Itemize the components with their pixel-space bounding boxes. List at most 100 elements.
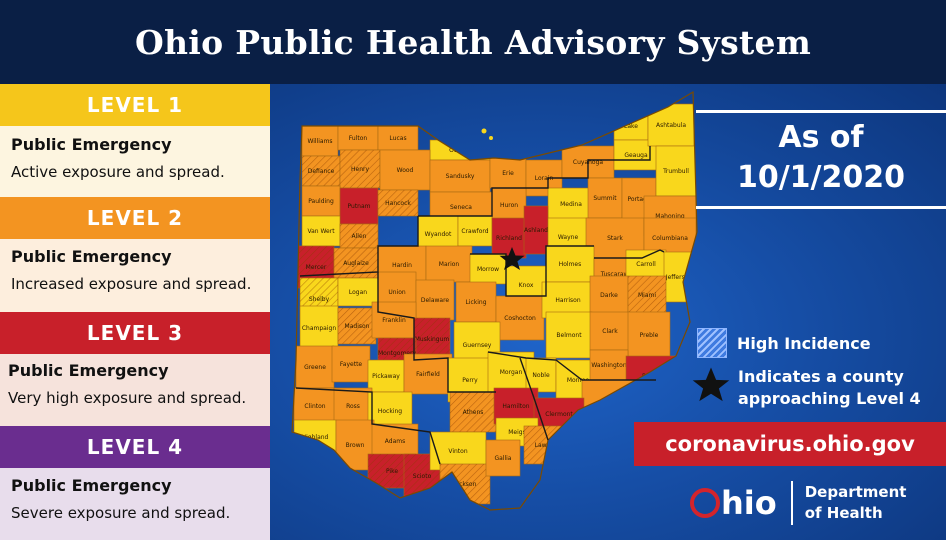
county-label: Vinton [448,448,467,455]
high-incidence-hatch [338,308,376,344]
logo-divider [790,481,793,525]
county-allen: Allen [339,223,379,249]
county-shape [337,125,379,151]
level-3-description: Public Emergency Very high exposure and … [0,354,270,426]
county-ashtabula: Ashtabula [647,103,695,147]
county-label: Union [388,289,406,296]
county-carroll: Carroll [625,249,667,279]
county-label: Richland [496,235,522,242]
county-medina: Medina [547,187,595,221]
county-logan: Logan [337,277,379,307]
county-shape [429,139,491,161]
high-incidence-key: High Incidence [697,328,871,358]
county-label: Ross [346,403,360,410]
level-1-heading: Public Emergency [11,135,172,154]
county-label: Scioto [413,473,432,480]
level-2-band: LEVEL 2 [0,197,270,239]
county-label: Warren [608,397,630,404]
county-summit: Summit [587,177,623,219]
county-miami: Miami [627,275,667,315]
county-label: Mercer [306,264,327,271]
region-boundary-line [377,272,496,393]
level-3-label: LEVEL 3 [86,321,184,345]
county-shape [429,159,491,193]
county-licking: Licking [455,281,497,323]
region-boundary-line [470,245,594,297]
region-boundary-line [418,146,651,217]
county-label: Perry [462,377,478,384]
county-pickaway: Pickaway [367,359,405,393]
approaching-level-4-star-icon [499,247,525,270]
county-shape [525,357,557,393]
level-3-text: Very high exposure and spread. [8,389,247,407]
county-delaware: Delaware [415,279,455,321]
website-link[interactable]: coronavirus.ohio.gov [634,422,946,466]
county-shape [625,355,677,397]
county-label: Lawrence [535,442,564,449]
county-van-wert: Van Wert [301,215,341,247]
county-shape [455,281,497,323]
county-label: Medina [560,201,582,208]
county-shape [523,205,549,255]
star-icon [692,367,730,402]
lake-erie-island [489,136,493,140]
county-label: Licking [465,299,486,306]
star-key: Indicates a county approaching Level 4 [692,366,921,410]
county-label: Jefferson [665,274,693,281]
county-label: Clinton [304,403,325,410]
ohio-wordmark: hio [690,484,777,522]
county-label: Morrow [477,266,499,273]
county-shape [379,149,431,191]
county-label: Noble [532,372,550,379]
high-incidence-hatch [340,224,378,248]
header-bar: Ohio Public Health Advisory System [0,0,946,84]
high-incidence-hatch [524,426,574,464]
county-label: Harrison [555,297,580,304]
county-label: Montgomery [378,350,416,357]
county-ashland: Ashland [523,205,549,255]
county-marion: Marion [425,245,473,283]
high-incidence-hatch [302,156,340,186]
county-label: Meigs [508,429,525,436]
county-label: Fayette [340,361,363,368]
level-1-description: Public Emergency Active exposure and spr… [0,126,270,197]
county-paulding: Paulding [301,185,341,217]
county-label: Fulton [349,135,368,142]
county-jackson: Jackson [439,463,491,505]
county-clermont: Clermont [533,397,585,431]
county-defiance: Defiance [301,155,341,187]
county-shape [377,125,419,151]
county-noble: Noble [525,357,557,393]
county-label: Tuscarawas [600,271,636,278]
county-label: Clermont [545,411,573,418]
county-label: Trumbull [662,168,689,175]
county-label: Adams [385,438,405,445]
county-holmes: Holmes [545,245,595,283]
county-label: Sandusky [446,173,475,180]
county-label: Stark [607,235,623,242]
county-label: Monroe [567,377,590,384]
region-boundary-line [299,216,419,277]
level-1-band: LEVEL 1 [0,84,270,126]
website-url[interactable]: coronavirus.ohio.gov [665,432,915,456]
county-darke: Darke [589,275,629,315]
county-washington: Washington [589,349,629,381]
county-label: Williams [307,138,332,145]
county-label: Athens [463,409,484,416]
region-boundary-line [519,357,549,441]
county-williams: Williams [301,125,339,157]
county-shape [293,387,337,425]
county-shape [655,145,697,197]
county-preble: Preble [627,311,671,359]
high-incidence-hatch [414,318,450,360]
dept-line-2: of Health [804,504,883,522]
county-hancock: Hancock [377,189,419,217]
county-label: Miami [638,292,656,299]
level-4-label: LEVEL 4 [86,435,184,459]
level-2-description: Public Emergency Increased exposure and … [0,239,270,312]
county-label: Huron [500,202,518,209]
county-label: Lucas [389,135,406,142]
county-ross: Ross [333,387,373,425]
county-label: Lorain [535,175,554,182]
level-4-band: LEVEL 4 [0,426,270,468]
